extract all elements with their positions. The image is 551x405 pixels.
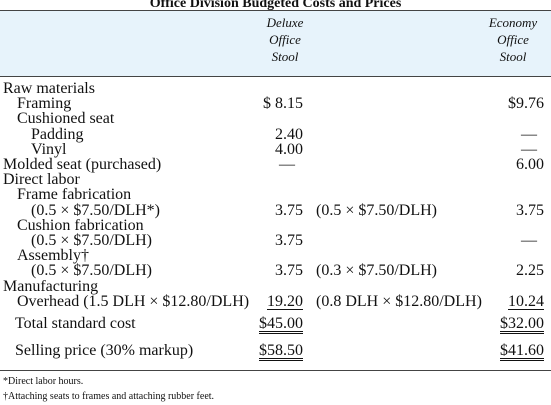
table-row: Overhead (1.5 DLH × $12.80/DLH) 19.20 (0.8…	[0, 292, 551, 310]
table-row: Cushioned seat	[0, 110, 551, 128]
table-row: Molded seat (purchased) — 6.00	[0, 156, 551, 173]
table-title: Office Division Budgeted Costs and Price…	[149, 0, 402, 11]
row-label: Assembly†	[17, 247, 89, 265]
selling-economy: $41.60	[500, 342, 544, 361]
row-label: Raw materials	[3, 80, 95, 97]
economy-value: 3.75	[516, 201, 544, 219]
economy-value: 10.24	[508, 292, 544, 310]
row-label: Molded seat (purchased)	[3, 156, 162, 173]
row-label: (0.5 × $7.50/DLH*)	[31, 201, 161, 219]
deluxe-value: 3.75	[275, 232, 303, 249]
row-label: Cushion fabrication	[17, 216, 144, 234]
deluxe-value: $ 8.15	[263, 95, 303, 113]
total-label: Total standard cost	[15, 315, 136, 332]
table-row: Cushion fabrication	[0, 216, 551, 234]
row-label: Framing	[17, 95, 72, 113]
economy-value: 6.00	[516, 156, 544, 173]
table-row: (0.5 × $7.50/DLH) 3.75 —	[0, 232, 551, 249]
table-row: Framing $ 8.15 $9.76	[0, 95, 551, 113]
header-line: Stool	[271, 49, 299, 64]
economy-column-header: Economy Office Stool	[478, 14, 548, 65]
deluxe-value: 3.75	[275, 262, 303, 280]
table-row: Manufacturing	[0, 277, 551, 295]
total-deluxe: $45.00	[259, 315, 303, 334]
header-line: Office	[497, 32, 529, 47]
row-label: (0.5 × $7.50/DLH)	[31, 262, 153, 280]
header-line: Office	[269, 32, 301, 47]
total-economy: $32.00	[500, 315, 544, 334]
table-row: (0.5 × $7.50/DLH) 3.75 (0.3 × $7.50/DLH) 2.…	[0, 262, 551, 280]
selling-price-row: Selling price (30% markup) $58.50 $41.60	[0, 342, 551, 361]
deluxe-value: 19.20	[267, 292, 303, 310]
selling-deluxe: $58.50	[259, 342, 303, 361]
deluxe-value: —	[279, 156, 295, 173]
table-row: Frame fabrication	[0, 186, 551, 204]
row-label: Direct labor	[3, 171, 80, 189]
table-row: Direct labor	[0, 171, 551, 189]
economy-value: —	[521, 232, 537, 249]
footnote: †Attaching seats to frames and attaching…	[3, 391, 215, 402]
row-label: (0.5 × $7.50/DLH)	[31, 232, 153, 249]
row-label: Overhead (1.5 DLH × $12.80/DLH)	[17, 292, 250, 310]
deluxe-value: 4.00	[275, 140, 303, 158]
table-row: Assembly†	[0, 247, 551, 265]
table-row: Vinyl 4.00 —	[0, 140, 551, 158]
row-label: Vinyl	[31, 140, 67, 158]
header-line: Stool	[499, 49, 527, 64]
deluxe-value: 2.40	[275, 125, 303, 143]
economy-value: 2.25	[516, 262, 544, 280]
economy-value: —	[521, 125, 537, 143]
header-line: Deluxe	[266, 15, 304, 30]
table-row: (0.5 × $7.50/DLH*) 3.75 (0.5 × $7.50/DLH) 3…	[0, 201, 551, 219]
header-line: Economy	[488, 15, 538, 30]
footnote-divider	[0, 370, 551, 371]
table-row: Padding 2.40 —	[0, 125, 551, 143]
header-band	[0, 10, 551, 77]
economy-value: —	[521, 140, 537, 158]
row-label: Cushioned seat	[17, 110, 115, 128]
deluxe-column-header: Deluxe Office Stool	[248, 14, 322, 65]
row-label: Manufacturing	[3, 277, 99, 295]
deluxe-value: 3.75	[275, 201, 303, 219]
row-label: Frame fabrication	[17, 186, 132, 204]
selling-label: Selling price (30% markup)	[15, 342, 194, 359]
economy-rate-note: (0.5 × $7.50/DLH)	[316, 201, 438, 219]
row-label: Padding	[31, 125, 84, 143]
economy-rate-note: (0.3 × $7.50/DLH)	[316, 262, 438, 280]
total-row: Total standard cost $45.00 $32.00	[0, 315, 551, 334]
economy-value: $9.76	[508, 95, 544, 113]
economy-rate-note: (0.8 DLH × $12.80/DLH)	[316, 292, 482, 310]
table-row: Raw materials	[0, 80, 551, 97]
footnote: *Direct labor hours.	[3, 376, 84, 387]
